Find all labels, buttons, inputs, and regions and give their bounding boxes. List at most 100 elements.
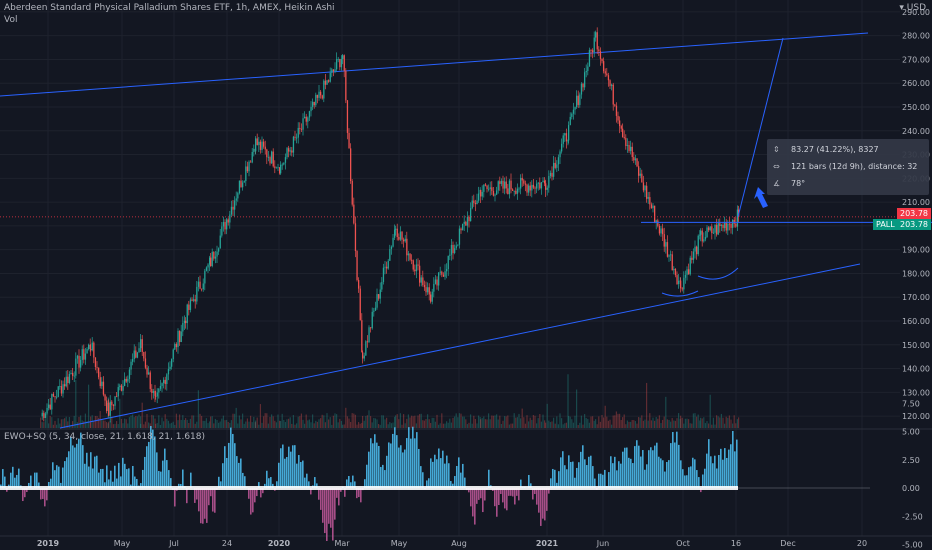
histogram-bar [336,488,338,498]
volume-bar [528,421,530,428]
volume-bar [329,417,331,428]
histogram-bar [88,466,90,488]
candle-body [51,393,53,410]
histogram-bar [218,476,220,488]
volume-bar [351,413,353,428]
volume-bar [81,420,83,428]
histogram-bar [680,460,682,488]
time-axis[interactable]: 2019 May Jul 24 2020 Mar May Aug 2021 Jun Oct 16 Dec… [37,539,867,548]
histogram-bar [404,449,406,488]
candle-body [736,209,739,227]
candle-body [250,161,252,163]
candle-body [512,189,514,191]
volume-bar [484,419,486,428]
candle-body [238,180,241,194]
candle-body [657,220,659,226]
volume-bar [302,419,304,428]
histogram-bar [586,465,588,488]
histogram-bar [12,466,14,488]
candle-body [644,185,646,191]
volume-bar [313,423,315,428]
candle-body [67,376,69,383]
volume-bar [701,418,703,428]
histogram-bar [546,488,548,511]
volume-bar [518,413,520,428]
volume-bar [318,419,320,428]
histogram-bar [162,460,164,488]
candle-body [246,166,249,172]
volume-bar [343,424,345,428]
volume-bar [704,423,706,428]
candle-body [496,190,498,195]
candle-body [733,219,735,224]
candle-body [329,72,331,82]
candle-body [124,378,126,386]
histogram-bar [14,477,16,488]
candle-body [186,304,188,324]
volume-bar [722,417,724,428]
histogram-bar [66,457,68,488]
candle-body [596,32,598,50]
candle-body [354,223,357,252]
volume-bar [277,414,279,428]
volume-bar [194,423,196,428]
volume-bar [143,424,145,428]
histogram-bar [210,488,212,497]
candle-body [292,136,295,153]
histogram-bar [100,468,102,488]
candle-body [304,116,306,119]
histogram-bar [514,488,516,505]
histogram-bar [374,434,376,488]
histogram-bar [714,455,716,488]
histogram-bar [132,465,134,488]
histogram-bar [428,478,430,488]
histogram-bar [54,470,56,488]
candle-body [48,404,50,408]
candle-body [630,146,632,151]
histogram-bar [628,457,630,488]
histogram-bar [498,488,500,506]
histogram-bar [512,488,514,497]
candle-body [182,323,184,332]
candle-body [316,94,319,98]
candle-body [73,375,75,377]
candle-body [584,72,586,88]
indicator-axis[interactable]: 7.50 5.00 2.50 0.00 -2.50 -5.00 [902,399,923,549]
volume-bar [689,423,691,428]
candle-body [500,180,503,184]
volume-bar [127,423,129,428]
candle-body [668,255,670,257]
candle-body [275,167,278,169]
histogram-bar [256,488,258,497]
volume-bar [253,416,255,428]
volume-bar [197,390,199,428]
candle-body [120,385,123,391]
volume-bar [657,418,659,428]
volume-bar [384,419,386,428]
volume-bar [94,415,96,428]
volume-bar [572,422,574,428]
histogram-bar [4,476,6,488]
histogram-bar [426,480,428,488]
candle-body [544,180,546,184]
currency-label[interactable]: ▾ USD [899,3,926,13]
candle-body [642,182,645,191]
histogram-bar [198,488,200,512]
volume-bar [683,423,685,428]
candle-body [404,238,406,242]
candle-body [125,378,127,382]
price-axis[interactable]: 290.00280.00270.00260.00250.00240.00230.… [902,8,930,421]
volume-bar [254,422,256,428]
volume-bar [569,416,571,428]
volume-bar [299,416,301,428]
histogram-bar [434,454,436,488]
candle-body [291,150,293,153]
volume-bar [230,420,232,428]
volume-bar [532,415,534,428]
volume-bar [398,419,400,428]
candle-body [460,228,462,231]
volume-bar [102,420,104,428]
histogram-bar [500,488,502,494]
volume-bar [658,415,660,428]
